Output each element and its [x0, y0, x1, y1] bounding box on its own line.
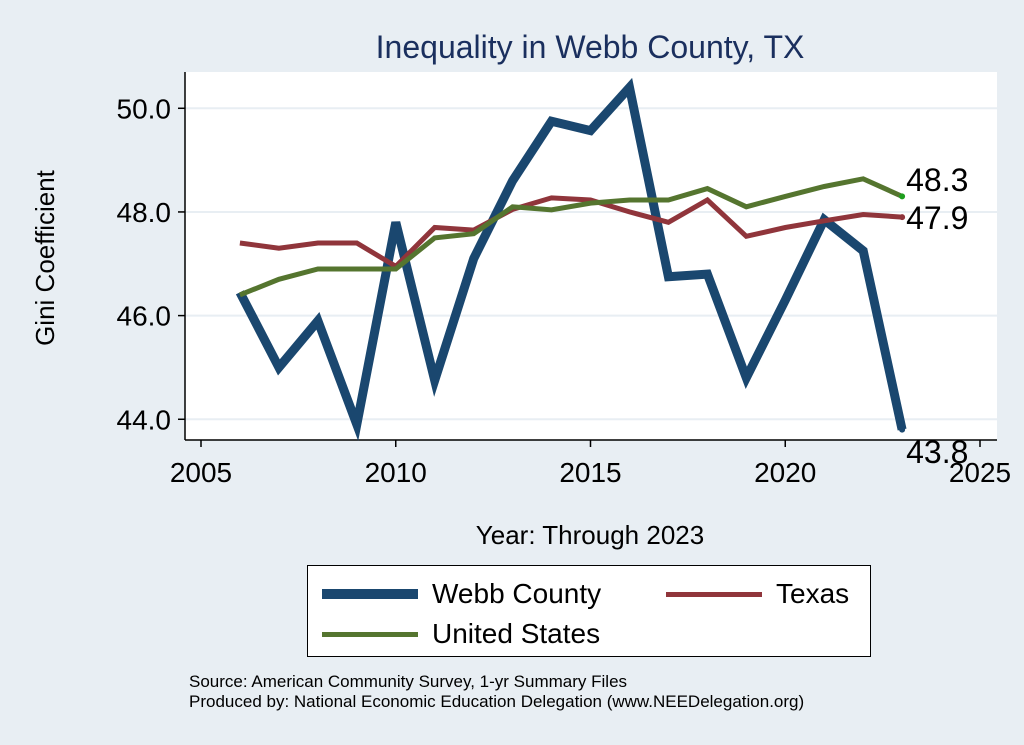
legend-label-texas: Texas — [776, 578, 850, 609]
legend-label-webb-county: Webb County — [432, 578, 602, 609]
legend-swatch-webb-county — [322, 589, 418, 599]
x-tick-label-2015: 2015 — [559, 457, 621, 488]
end-point-united-states — [899, 193, 906, 200]
series-line-united-states — [238, 176, 904, 298]
end-label-texas: 47.9 — [906, 200, 968, 236]
y-tick-label-48: 48.0 — [117, 197, 172, 228]
y-tick-label-50: 50.0 — [117, 93, 172, 124]
x-tick-label-2020: 2020 — [754, 457, 816, 488]
y-tick-label-46: 46.0 — [117, 301, 172, 332]
legend-item-united-states: United States — [322, 618, 600, 650]
legend-label-united-states: United States — [432, 618, 601, 649]
end-point-texas — [899, 214, 906, 221]
y-axis-title: Gini Coefficient — [30, 169, 60, 346]
legend-item-webb-county: Webb County — [322, 578, 601, 610]
end-label-united-states: 48.3 — [906, 162, 968, 198]
legend-swatch-texas — [666, 591, 762, 597]
legend-item-texas: Texas — [666, 578, 849, 610]
end-label-webb-county: 43.8 — [906, 434, 968, 470]
source-note: Source: American Community Survey, 1-yr … — [189, 672, 628, 691]
legend-swatch-united-states — [322, 631, 418, 637]
x-tick-label-2005: 2005 — [170, 457, 232, 488]
end-point-webb-county — [899, 426, 906, 433]
x-tick-label-2010: 2010 — [365, 457, 427, 488]
chart-title: Inequality in Webb County, TX — [376, 29, 805, 65]
legend: Webb County Texas United States — [307, 565, 871, 657]
series-line-texas — [239, 195, 903, 270]
produced-by-note: Produced by: National Economic Education… — [189, 692, 805, 711]
x-tick-label-2025: 2025 — [949, 457, 1011, 488]
x-axis-title: Year: Through 2023 — [476, 520, 704, 550]
series-line-webb-county — [235, 77, 907, 442]
y-tick-label-44: 44.0 — [117, 404, 172, 435]
